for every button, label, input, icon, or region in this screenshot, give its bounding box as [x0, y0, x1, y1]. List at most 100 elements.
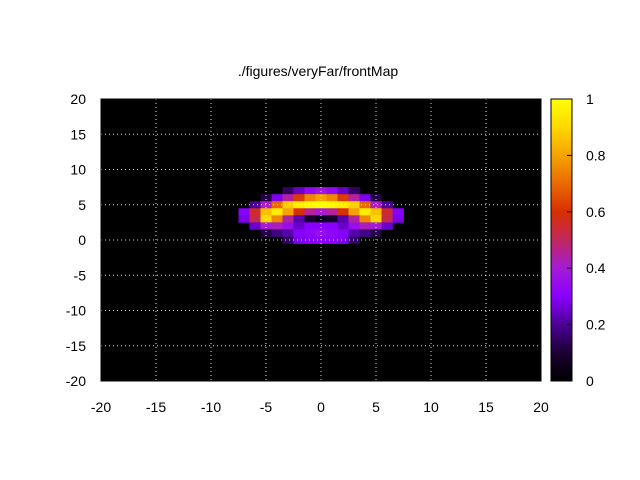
heatmap-cell	[293, 236, 305, 244]
y-tick-label: 20	[70, 91, 86, 107]
colorbar-tick-label: 0.6	[586, 204, 606, 220]
heatmap-cell	[337, 236, 349, 244]
heatmap-cell	[337, 194, 349, 202]
heatmap-cell	[326, 222, 338, 230]
heatmap-cell	[370, 194, 382, 202]
heatmap-cell	[326, 194, 338, 202]
heatmap-cell	[381, 201, 393, 209]
heatmap-cell	[271, 222, 283, 230]
heatmap-cell	[348, 208, 360, 216]
y-tick-label: -15	[66, 338, 86, 354]
x-tick-label: 5	[372, 399, 380, 415]
heatmap-cell	[271, 208, 283, 216]
x-tick-label: -20	[91, 399, 111, 415]
x-tick-label: 10	[423, 399, 439, 415]
heatmap-cell	[249, 222, 261, 230]
heatmap-cell	[304, 194, 316, 202]
x-tick-label: -5	[260, 399, 273, 415]
heatmap-cell	[337, 187, 349, 195]
heatmap-cell	[315, 222, 327, 230]
heatmap-cell	[348, 187, 360, 195]
heatmap-cell	[337, 222, 349, 230]
y-tick-label: 0	[78, 232, 86, 248]
heatmap-cell	[238, 208, 250, 216]
x-tick-label: 15	[478, 399, 494, 415]
heatmap-cell	[348, 222, 360, 230]
x-tick-label: 20	[533, 399, 549, 415]
heatmap-cell	[315, 194, 327, 202]
heatmap-cell	[282, 222, 294, 230]
heatmap-cell	[238, 215, 250, 223]
heatmap-cell	[326, 187, 338, 195]
heatmap-cell	[304, 215, 316, 223]
heatmap-cell	[315, 229, 327, 237]
colorbar-tick-label: 0.2	[586, 317, 606, 333]
heatmap-cell	[370, 201, 382, 209]
heatmap-cell	[381, 208, 393, 216]
heatmap-cell	[293, 201, 305, 209]
heatmap-cell	[293, 215, 305, 223]
plot-border	[100, 98, 542, 382]
heatmap-cell	[271, 194, 283, 202]
heatmap-cell	[326, 229, 338, 237]
heatmap-cell	[282, 208, 294, 216]
colorbar-gradient	[550, 98, 573, 382]
y-tick-label: -20	[66, 373, 86, 389]
y-tick-label: 10	[70, 162, 86, 178]
heatmap-cell	[326, 215, 338, 223]
x-tick-label: 0	[317, 399, 325, 415]
heatmap-cell	[260, 194, 272, 202]
heatmap-cell	[282, 201, 294, 209]
heatmap-cell	[271, 229, 283, 237]
heatmap-cell	[282, 229, 294, 237]
x-tick-label: -15	[146, 399, 166, 415]
heatmap-cell	[370, 222, 382, 230]
heatmap-cell	[337, 215, 349, 223]
heatmap-cell	[293, 194, 305, 202]
y-tick-label: 15	[70, 126, 86, 142]
heatmap-cell	[304, 236, 316, 244]
heatmap-cell	[392, 215, 404, 223]
heatmap-cell	[304, 229, 316, 237]
heatmap-cell	[326, 236, 338, 244]
heatmap-cell	[293, 229, 305, 237]
heatmap-cell	[381, 222, 393, 230]
heatmap-cell	[249, 208, 261, 216]
heatmap-cell	[293, 208, 305, 216]
colorbar-tick-label: 0.8	[586, 147, 606, 163]
colorbar-tick-label: 0.4	[586, 260, 606, 276]
heatmap-cell	[304, 187, 316, 195]
heatmap-cell	[381, 215, 393, 223]
heatmap-cell	[337, 201, 349, 209]
heatmap-cell	[337, 229, 349, 237]
y-tick-label: -5	[74, 267, 87, 283]
heatmap-cell	[282, 236, 294, 244]
heatmap-cell	[348, 236, 360, 244]
heatmap-cell	[260, 201, 272, 209]
heatmap-cell	[348, 194, 360, 202]
heatmap-cell	[293, 187, 305, 195]
heatmap-cell	[304, 201, 316, 209]
heatmap-cell	[304, 208, 316, 216]
heatmap-cell	[370, 229, 382, 237]
colorbar-tick-label: 0	[586, 373, 594, 389]
heatmap-cell	[392, 208, 404, 216]
heatmap-cell	[282, 194, 294, 202]
heatmap-cell	[249, 215, 261, 223]
axis-ticks: -20 -15 -10 -5 0 5 10 15 20 20 15 10 5 0 -5 -10 -15 -20	[66, 91, 549, 415]
heatmap-cell	[282, 187, 294, 195]
heatmap-cell	[359, 215, 371, 223]
colorbar-tick-label: 1	[586, 91, 594, 107]
heatmap-cell	[293, 222, 305, 230]
heatmap-cell	[260, 229, 272, 237]
heatmap-cell	[359, 229, 371, 237]
heatmap-cell	[348, 201, 360, 209]
heatmap-cell	[315, 187, 327, 195]
heatmap-cell	[359, 194, 371, 202]
heatmap-cell	[282, 215, 294, 223]
heatmap-cell	[271, 215, 283, 223]
grid	[100, 98, 542, 382]
y-tick-label: -10	[66, 303, 86, 319]
heatmap-cell	[359, 222, 371, 230]
